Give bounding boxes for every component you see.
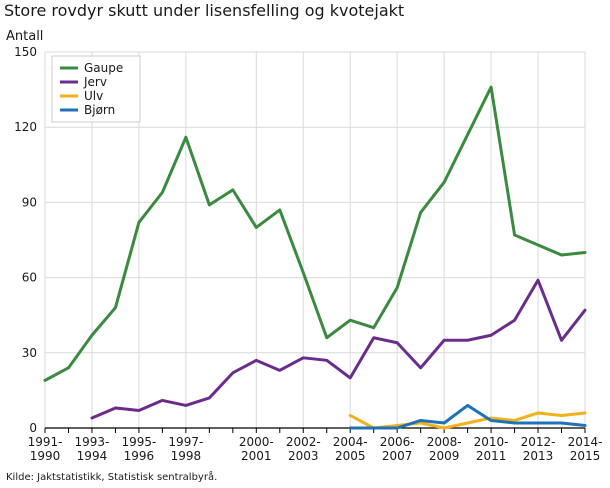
y-axis-label: Antall: [6, 29, 44, 44]
axis-layer: 0 30 60 90 120 150 1991-1990 1993-1994 1995-1996…: [14, 45, 602, 463]
legend-label: Gaupe: [84, 61, 123, 75]
legend-label: Bjørn: [84, 103, 115, 117]
y-tick-label: 150: [14, 45, 37, 59]
x-tick-label: 1997-: [168, 435, 203, 449]
x-tick-label: 1991-: [28, 435, 63, 449]
y-tick-label: 60: [22, 271, 37, 285]
x-tick-label: 2010-: [474, 435, 509, 449]
x-tick-label: 2002-: [286, 435, 321, 449]
x-tick-label: 2009: [429, 449, 460, 463]
y-tick-label: 30: [22, 346, 37, 360]
x-tick-label: 2013: [523, 449, 554, 463]
x-tick-label: 2012-: [521, 435, 556, 449]
x-tick-label: 2000-: [239, 435, 274, 449]
x-tick-label: 1993-: [75, 435, 110, 449]
x-tick-label: 2007: [382, 449, 413, 463]
x-tick-label: 1995-: [121, 435, 156, 449]
x-tick-label: 2008-: [427, 435, 462, 449]
legend-label: Jerv: [83, 75, 107, 89]
source-note: Kilde: Jaktstatistikk, Statistisk sentra…: [6, 472, 218, 483]
x-tick-label: 2015: [570, 449, 601, 463]
series-line-ulv: [348, 411, 587, 430]
y-tick-label: 90: [22, 195, 37, 209]
x-tick-label: 2014-: [568, 435, 603, 449]
x-tick-label: 1994: [77, 449, 108, 463]
x-tick-label: 2003: [288, 449, 319, 463]
series-line-gaupe: [43, 85, 587, 382]
series-line-bjørn: [348, 403, 587, 430]
x-tick-label: 2004-: [333, 435, 368, 449]
y-tick-label: 0: [29, 421, 37, 435]
x-tick-label: 2001: [241, 449, 272, 463]
x-tick-label: 1998: [171, 449, 202, 463]
chart-title: Store rovdyr skutt under lisensfelling o…: [4, 1, 405, 20]
x-tick-label: 1990: [30, 449, 61, 463]
x-tick-label: 2011: [476, 449, 507, 463]
x-tick-label: 1996: [124, 449, 155, 463]
x-tick-label: 2006-: [380, 435, 415, 449]
series-layer: [43, 85, 587, 430]
x-tick-label: 2005: [335, 449, 366, 463]
grid-layer: [44, 51, 586, 428]
y-tick-label: 120: [14, 120, 37, 134]
series-line-jerv: [90, 278, 587, 420]
legend-label: Ulv: [84, 89, 103, 103]
